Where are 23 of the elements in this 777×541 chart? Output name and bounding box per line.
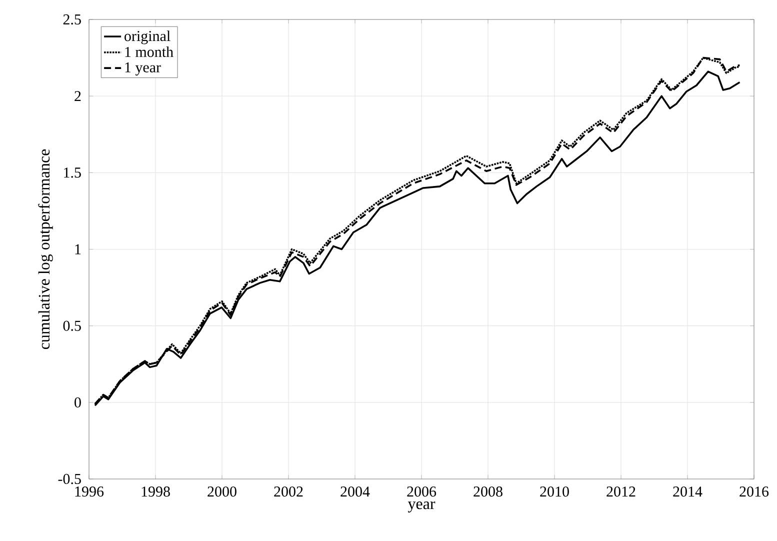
legend-label: 1 year <box>125 62 161 76</box>
x-tick-label: 1998 <box>142 486 170 497</box>
y-tick-label: 2.5 <box>63 14 81 25</box>
y-tick-label: -0.5 <box>58 474 81 484</box>
y-tick-label: 2 <box>74 91 81 102</box>
x-tick-label: 2008 <box>474 486 502 497</box>
x-tick-label: 2012 <box>606 486 636 497</box>
x-tick-label: 2002 <box>274 486 303 497</box>
x-tick-label: 2006 <box>407 486 436 497</box>
legend-label: 1 month <box>125 46 174 58</box>
x-tick-label: 2010 <box>540 486 569 497</box>
x-tick-label: 1996 <box>75 486 104 497</box>
x-tick-label: 2004 <box>340 486 370 497</box>
legend-label: original <box>124 30 170 44</box>
y-tick-label: 0.5 <box>63 320 81 331</box>
x-tick-label: 2000 <box>208 486 236 497</box>
y-axis-title: cumulative log outperformance <box>38 149 53 350</box>
y-tick-label: 1.5 <box>64 168 81 178</box>
x-tick-label: 2014 <box>673 486 702 497</box>
x-axis-title: year <box>408 501 436 512</box>
y-tick-label: 0 <box>74 397 81 408</box>
x-tick-label: 2016 <box>740 486 769 497</box>
y-tick-label: 1 <box>75 244 81 254</box>
